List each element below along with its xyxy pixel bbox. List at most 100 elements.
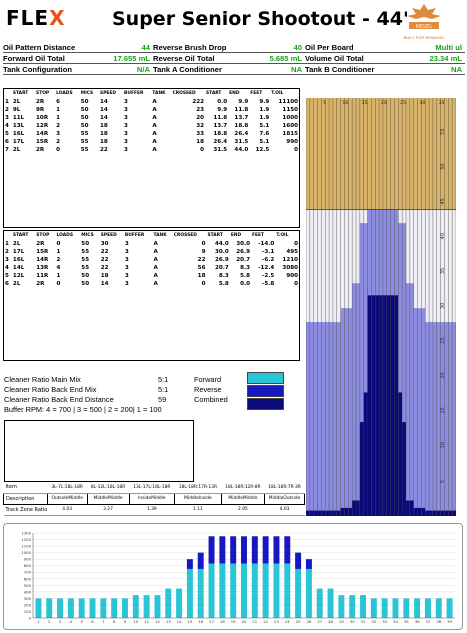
- table-row: 6 17L 15R 2 55 18 3 A 18 26.4 31.5 5.1 990: [4, 138, 299, 146]
- lane-board-oil: [329, 322, 333, 516]
- bar-forward: [305, 568, 312, 618]
- lane-board-number: 20: [381, 100, 387, 106]
- bar-forward: [262, 563, 269, 618]
- x-tick-label: 37: [426, 619, 431, 624]
- logo-main: FLE: [6, 6, 50, 30]
- table-cell: 44.0: [234, 147, 249, 153]
- zone-ratio-label: Track Zone Ratio: [3, 504, 48, 516]
- table-cell: 14: [100, 281, 109, 287]
- table-cell: -5.8: [262, 281, 275, 287]
- x-tick-label: 5: [80, 619, 83, 624]
- lane-board-heavy: [390, 295, 395, 516]
- zone-description-cell: MiddleOutside: [264, 492, 305, 505]
- column-header: STOP: [36, 91, 50, 96]
- zone-description-row: Description OutsideMiddle MiddleMiddle Insi…: [3, 492, 305, 505]
- legend-forward-label: Forward: [194, 375, 222, 384]
- table-cell: 900: [286, 273, 298, 279]
- table-cell: 5: [5, 273, 9, 279]
- table-cell: 3: [124, 131, 128, 137]
- table-cell: 18.8: [213, 131, 228, 137]
- oil-pattern-distance-label: Oil Pattern Distance: [3, 43, 76, 52]
- table-cell: 14L: [12, 265, 25, 271]
- table-row: 4 13L 12R 2 50 18 3 A 32 13.7 18.8 5.1 1600: [4, 122, 299, 130]
- table-cell: 2: [56, 123, 61, 129]
- lane-board-oil: [425, 322, 430, 516]
- table-cell: 30.0: [215, 249, 229, 255]
- lane-tick-label: 35: [440, 268, 446, 274]
- table-cell: 26.4: [234, 131, 249, 137]
- column-header: BUFFER: [124, 91, 144, 96]
- bar-forward: [360, 595, 367, 618]
- x-tick-label: 27: [317, 619, 322, 624]
- bar-forward: [57, 598, 64, 618]
- table-cell: 50: [81, 241, 90, 247]
- table-cell: 5.8: [240, 273, 251, 279]
- x-tick-label: 39: [447, 619, 452, 624]
- bar-reverse: [262, 536, 269, 564]
- bar-reverse: [197, 552, 204, 569]
- page-title: Super Senior Shootout - 44': [112, 8, 409, 30]
- table-cell: 1815: [282, 131, 298, 137]
- lane-board-heavy: [394, 295, 399, 516]
- table-cell: 4: [5, 123, 9, 129]
- lane-board-oil: [409, 283, 414, 516]
- x-tick-label: 6: [91, 619, 94, 624]
- zone-description-cell: MiddleMiddle: [86, 492, 130, 505]
- y-tick-label: 600: [24, 576, 32, 581]
- lane-board-oil: [406, 283, 410, 516]
- table-cell: 1: [56, 107, 61, 113]
- lane-board-heavy: [371, 295, 376, 516]
- x-tick-label: 1: [37, 619, 40, 624]
- lane-board-heavy: [321, 510, 326, 516]
- zone-header-cell: 18L-18R:17R-13R: [174, 482, 222, 494]
- column-header: FEET: [250, 91, 263, 96]
- table-row: 1 2L 2R 6 50 14 3 A 222 0.0 9.9 9.9 11100: [4, 98, 299, 106]
- lane-board-oil: [440, 322, 445, 516]
- lane-board-heavy: [356, 500, 360, 516]
- lane-board-oil: [336, 322, 341, 516]
- lane-board-heavy: [325, 510, 330, 516]
- column-header: END: [229, 91, 240, 96]
- table-cell: 4: [56, 265, 61, 271]
- notes-box: [4, 420, 194, 482]
- table-row: 5 12L 11R 1 50 18 3 A 18 8.3 5.8 -2.5 900: [4, 272, 299, 280]
- reverse-pass-table: START STOP LOADS MICS SPEED BUFFER TANK CROSSED…: [3, 230, 300, 361]
- bar-reverse: [305, 559, 312, 569]
- bar-forward: [186, 568, 193, 618]
- lane-tick-label: 5: [440, 480, 446, 483]
- table-cell: 9.9: [259, 99, 270, 105]
- table-cell: 30.0: [236, 241, 251, 247]
- bar-forward: [154, 595, 161, 618]
- lane-board-heavy: [329, 510, 333, 516]
- bar-forward: [46, 598, 53, 618]
- table-cell: 4: [5, 265, 9, 271]
- x-tick-label: 15: [187, 619, 192, 624]
- table-cell: 56: [197, 265, 206, 271]
- x-tick-label: 2: [48, 619, 51, 624]
- bar-forward: [349, 595, 356, 618]
- table-cell: 1150: [282, 107, 298, 113]
- table-cell: 50: [81, 281, 90, 287]
- y-tick-label: 1200: [21, 537, 31, 542]
- x-tick-label: 19: [231, 619, 236, 624]
- y-tick-label: 300: [24, 596, 32, 601]
- x-tick-label: 31: [361, 619, 366, 624]
- lane-board-oil: [436, 322, 441, 516]
- lane-board-oil: [309, 322, 314, 516]
- table-cell: -2.5: [262, 273, 275, 279]
- reverse-brush-drop-value: 40: [293, 43, 302, 52]
- flex-logo: FLEX: [6, 6, 66, 30]
- table-cell: A: [152, 123, 157, 129]
- x-tick-label: 9: [124, 619, 127, 624]
- lane-board-heavy: [429, 510, 433, 516]
- table-cell: 3: [56, 131, 61, 137]
- zone-description-cell: OutsideMiddle: [46, 492, 88, 505]
- table-cell: 55: [81, 257, 90, 263]
- x-tick-label: 10: [133, 619, 138, 624]
- column-header: [4, 231, 12, 240]
- table-cell: 3: [124, 123, 128, 129]
- table-cell: 0.0: [217, 99, 228, 105]
- table-cell: 12L: [12, 273, 25, 279]
- table-cell: A: [153, 281, 158, 287]
- table-cell: 12R: [36, 123, 49, 129]
